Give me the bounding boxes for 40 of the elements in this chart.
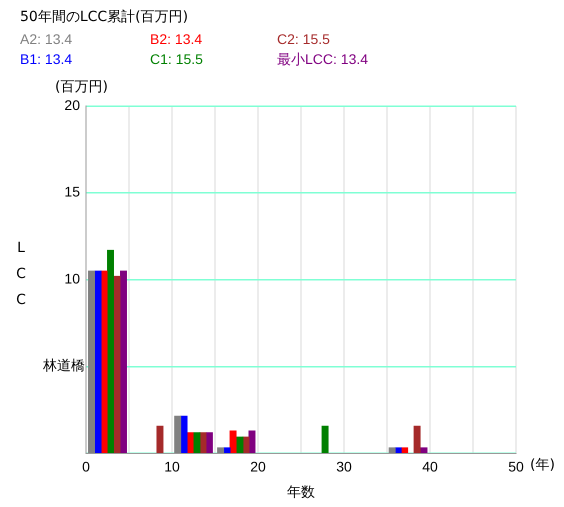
y-tick-label: 15 — [64, 184, 80, 200]
bar — [193, 432, 200, 453]
bar — [180, 416, 188, 453]
annotation: 林道橋 — [42, 358, 85, 374]
bar — [88, 270, 95, 453]
y-tick-label: 20 — [64, 96, 80, 113]
bar — [174, 416, 182, 453]
text: C2: 15.5 — [277, 31, 331, 49]
bar — [388, 447, 396, 453]
text: B1: 13.4 — [20, 51, 74, 69]
bar — [206, 432, 213, 453]
x-tick-label: 40 — [422, 458, 438, 475]
text: (百万円) — [55, 78, 108, 96]
x-tick-label: 30 — [336, 458, 352, 475]
x-tick-label: 20 — [250, 458, 266, 475]
bar — [94, 270, 102, 453]
x-axis-title: 年数 — [287, 483, 315, 500]
bar — [113, 276, 120, 453]
bar — [224, 447, 231, 453]
bar — [217, 447, 224, 453]
bar — [322, 426, 329, 453]
y-axis-title: LCC — [13, 240, 29, 318]
bar — [420, 447, 428, 453]
bar — [230, 430, 237, 453]
bar — [107, 250, 114, 453]
x-tick-label: 50 — [508, 458, 524, 475]
x-tick-label: 10 — [164, 458, 180, 475]
text: A2: 13.4 — [20, 31, 74, 49]
bar — [401, 447, 408, 453]
bar — [236, 436, 244, 453]
x-tick-label: 0 — [82, 458, 90, 475]
bar — [156, 426, 164, 453]
text: C1: 15.5 — [150, 51, 204, 69]
text: B2: 13.4 — [150, 31, 204, 49]
text: (年) — [530, 456, 555, 474]
bar — [414, 426, 421, 453]
text: 最小LCC: 13.4 — [277, 51, 370, 69]
bar — [120, 270, 127, 453]
chart-title: 50年間のLCC累計(百万円) — [20, 8, 188, 26]
y-tick-label: 10 — [64, 270, 80, 287]
